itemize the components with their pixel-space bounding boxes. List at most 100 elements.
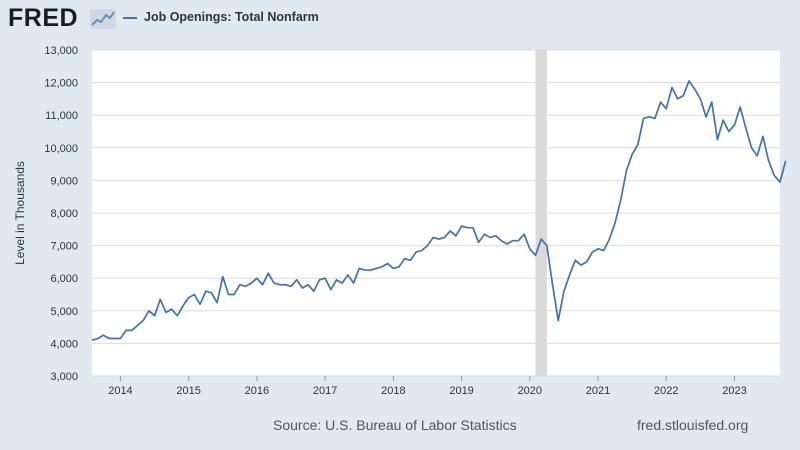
data-point[interactable] — [709, 99, 715, 105]
data-point[interactable] — [641, 115, 647, 121]
data-point[interactable] — [646, 114, 652, 120]
data-point[interactable] — [152, 313, 158, 319]
data-point[interactable] — [100, 332, 106, 338]
data-point[interactable] — [663, 106, 669, 112]
data-point[interactable] — [106, 336, 112, 342]
data-point[interactable] — [561, 288, 567, 294]
data-point[interactable] — [299, 285, 305, 291]
data-point[interactable] — [527, 246, 533, 252]
data-point[interactable] — [595, 246, 601, 252]
series-line[interactable] — [91, 80, 787, 341]
data-point[interactable] — [652, 115, 658, 121]
data-point[interactable] — [453, 233, 459, 239]
data-point[interactable] — [277, 282, 283, 288]
data-point[interactable] — [316, 277, 322, 283]
data-point[interactable] — [419, 247, 425, 253]
data-point[interactable] — [89, 337, 95, 343]
data-point[interactable] — [129, 327, 135, 333]
data-point[interactable] — [623, 168, 629, 174]
data-point[interactable] — [720, 117, 726, 123]
data-point[interactable] — [476, 239, 482, 245]
data-point[interactable] — [180, 303, 186, 309]
data-point[interactable] — [544, 243, 550, 249]
data-point[interactable] — [390, 265, 396, 271]
data-point[interactable] — [459, 223, 465, 229]
data-point[interactable] — [629, 151, 635, 157]
data-point[interactable] — [231, 292, 237, 298]
data-point[interactable] — [265, 270, 271, 276]
data-point[interactable] — [220, 274, 226, 280]
data-point[interactable] — [436, 236, 442, 242]
data-point[interactable] — [339, 280, 345, 286]
data-point[interactable] — [163, 309, 169, 315]
fred-url-link[interactable]: fred.stlouisfed.org — [637, 417, 749, 433]
data-point[interactable] — [578, 262, 584, 268]
data-point[interactable] — [385, 261, 391, 267]
data-point[interactable] — [589, 249, 595, 255]
data-point[interactable] — [430, 234, 436, 240]
data-point[interactable] — [237, 282, 243, 288]
data-point[interactable] — [703, 114, 709, 120]
data-point[interactable] — [697, 96, 703, 102]
data-point[interactable] — [584, 259, 590, 265]
data-point[interactable] — [743, 125, 749, 131]
data-point[interactable] — [260, 282, 266, 288]
fred-logo[interactable]: FRED — [8, 4, 79, 32]
data-point[interactable] — [777, 179, 783, 185]
data-point[interactable] — [442, 234, 448, 240]
data-point[interactable] — [515, 238, 521, 244]
data-point[interactable] — [606, 236, 612, 242]
data-point[interactable] — [754, 153, 760, 159]
data-point[interactable] — [447, 228, 453, 234]
data-point[interactable] — [413, 249, 419, 255]
data-point[interactable] — [658, 99, 664, 105]
data-point[interactable] — [749, 145, 755, 151]
data-point[interactable] — [243, 283, 249, 289]
data-point[interactable] — [322, 275, 328, 281]
data-point[interactable] — [294, 277, 300, 283]
data-point[interactable] — [288, 283, 294, 289]
data-point[interactable] — [686, 78, 692, 84]
data-point[interactable] — [766, 158, 772, 164]
data-point[interactable] — [135, 322, 141, 328]
data-point[interactable] — [191, 292, 197, 298]
data-point[interactable] — [498, 238, 504, 244]
data-point[interactable] — [362, 267, 368, 273]
data-point[interactable] — [493, 233, 499, 239]
data-point[interactable] — [726, 129, 732, 135]
data-point[interactable] — [311, 288, 317, 294]
data-point[interactable] — [481, 231, 487, 237]
data-point[interactable] — [572, 257, 578, 263]
data-point[interactable] — [248, 280, 254, 286]
data-point[interactable] — [368, 267, 374, 273]
data-point[interactable] — [407, 257, 413, 263]
data-point[interactable] — [351, 280, 357, 286]
data-point[interactable] — [504, 241, 510, 247]
data-point[interactable] — [203, 288, 209, 294]
data-point[interactable] — [305, 282, 311, 288]
data-point[interactable] — [208, 290, 214, 296]
data-point[interactable] — [635, 142, 641, 148]
data-point[interactable] — [197, 301, 203, 307]
data-point[interactable] — [731, 122, 737, 128]
data-point[interactable] — [612, 220, 618, 226]
data-point[interactable] — [282, 282, 288, 288]
data-point[interactable] — [254, 275, 260, 281]
data-point[interactable] — [112, 336, 118, 342]
data-point[interactable] — [538, 236, 544, 242]
data-point[interactable] — [510, 238, 516, 244]
data-point[interactable] — [140, 318, 146, 324]
data-point[interactable] — [214, 300, 220, 306]
series-title[interactable]: Job Openings: Total Nonfarm — [144, 10, 319, 24]
data-point[interactable] — [402, 256, 408, 262]
data-point[interactable] — [555, 318, 561, 324]
data-point[interactable] — [169, 306, 175, 312]
data-point[interactable] — [123, 327, 129, 333]
data-point[interactable] — [225, 292, 231, 298]
data-point[interactable] — [334, 277, 340, 283]
data-point[interactable] — [379, 264, 385, 270]
data-point[interactable] — [464, 225, 470, 231]
data-point[interactable] — [692, 86, 698, 92]
data-point[interactable] — [157, 296, 163, 302]
